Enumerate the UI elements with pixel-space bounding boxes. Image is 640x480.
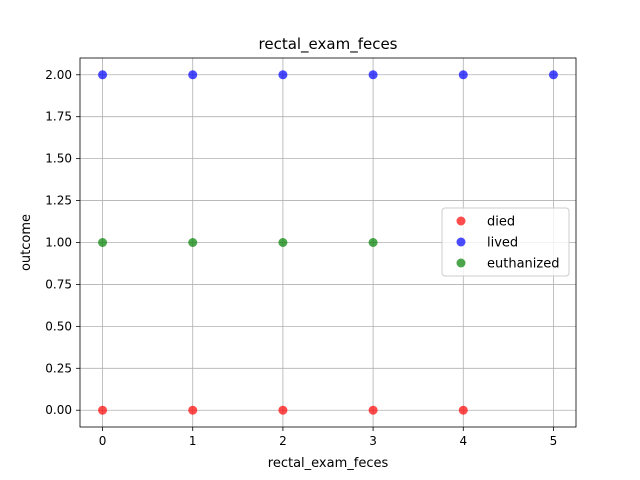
data-point-died xyxy=(188,405,198,415)
y-tick-label: 0.75 xyxy=(45,277,72,291)
x-axis-label: rectal_exam_feces xyxy=(268,456,389,471)
data-points xyxy=(98,70,558,415)
legend-marker-euthanized xyxy=(456,258,466,268)
y-tick-label: 1.00 xyxy=(45,236,72,250)
data-point-lived xyxy=(458,70,468,80)
data-point-lived xyxy=(98,70,108,80)
data-point-lived xyxy=(278,70,288,80)
legend-label-euthanized: euthanized xyxy=(487,257,559,272)
data-point-lived xyxy=(368,70,378,80)
data-point-lived xyxy=(188,70,198,80)
data-point-died xyxy=(98,405,108,415)
x-tick-label: 4 xyxy=(459,434,467,448)
legend-label-died: died xyxy=(487,215,515,230)
axis-ticks: 0 1 2 3 4 5 0.00 0.25 0.50 0.75 1.00 1.25 1.50 1.75 2.… xyxy=(45,68,557,448)
legend-label-lived: lived xyxy=(487,236,518,251)
data-point-euthanized xyxy=(98,238,108,247)
data-point-died xyxy=(458,405,468,415)
data-point-euthanized xyxy=(278,238,288,247)
x-tick-label: 0 xyxy=(99,434,107,448)
x-tick-label: 1 xyxy=(189,434,197,448)
y-tick-label: 1.75 xyxy=(45,110,72,124)
data-point-died xyxy=(368,405,378,415)
x-tick-label: 3 xyxy=(369,434,377,448)
y-tick-label: 0.50 xyxy=(45,319,72,333)
y-tick-label: 1.50 xyxy=(45,152,72,166)
y-tick-label: 1.25 xyxy=(45,194,72,208)
data-point-euthanized xyxy=(368,238,378,247)
y-tick-label: 2.00 xyxy=(45,68,72,82)
data-point-died xyxy=(278,405,288,415)
y-tick-label: 0.25 xyxy=(45,361,72,375)
y-axis-label: outcome xyxy=(19,214,34,271)
legend-box xyxy=(441,207,570,277)
data-point-lived xyxy=(548,70,558,80)
legend-marker-died xyxy=(456,216,466,226)
legend: died lived euthanized xyxy=(441,207,570,277)
x-tick-label: 5 xyxy=(550,434,558,448)
x-tick-label: 2 xyxy=(279,434,287,448)
data-point-euthanized xyxy=(188,238,198,247)
chart-title: rectal_exam_feces xyxy=(259,35,398,54)
legend-marker-lived xyxy=(456,237,466,247)
y-tick-label: 0.00 xyxy=(45,403,72,417)
